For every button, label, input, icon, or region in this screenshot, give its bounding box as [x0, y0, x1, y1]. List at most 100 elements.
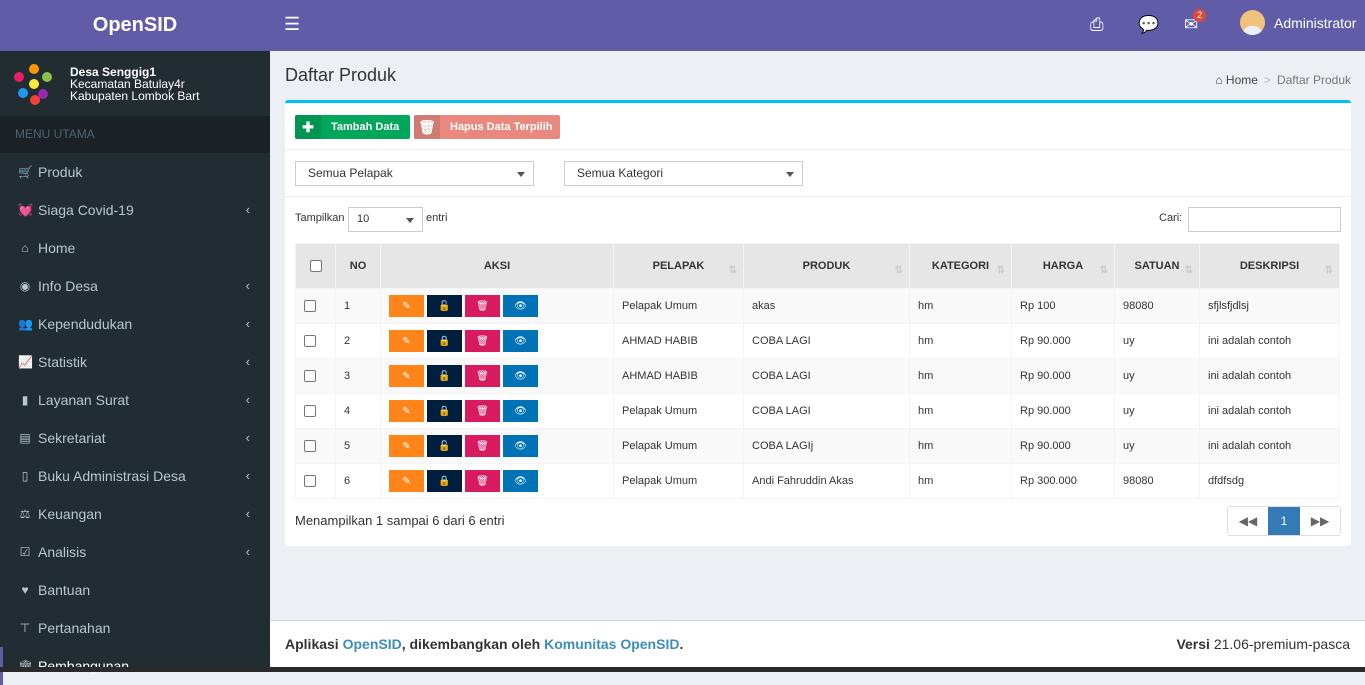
- row-deskripsi: dfdfsdg: [1199, 463, 1340, 499]
- add-data-button[interactable]: ✚ Tambah Data: [295, 115, 410, 139]
- desa-kabupaten: Kabupaten Lombok Bart: [70, 88, 200, 103]
- trash-icon[interactable]: 🗑: [465, 470, 500, 492]
- row-checkbox[interactable]: [304, 405, 316, 418]
- table-row: 4 ✎ 🔒 🗑 👁 Pelapak Umum COBA LAGI hm Rp 90.000 uy i…: [295, 393, 1340, 429]
- sidebar-item-info-desa[interactable]: ◉ Info Desa ‹: [0, 267, 270, 305]
- sidebar-item-statistik[interactable]: 📈 Statistik ‹: [0, 343, 270, 381]
- header-deskripsi[interactable]: DESKRIPSI ⇅: [1199, 243, 1340, 289]
- menu-toggle-icon[interactable]: ☰: [284, 14, 301, 34]
- sidebar-item-buku-administrasi-desa[interactable]: ▯ Buku Administrasi Desa ‹: [0, 457, 270, 495]
- sidebar-item-kependudukan[interactable]: 👥 Kependudukan ‹: [0, 305, 270, 343]
- prev-page-icon[interactable]: ◀◀: [1238, 514, 1258, 528]
- lock-icon[interactable]: 🔒: [427, 470, 462, 492]
- eye-icon[interactable]: 👁: [503, 400, 538, 422]
- unlock-icon[interactable]: 🔓: [427, 295, 462, 317]
- entries-label: entri: [426, 212, 448, 224]
- comments-icon[interactable]: 💬: [1138, 15, 1160, 34]
- eye-icon[interactable]: 👁: [503, 470, 538, 492]
- sidebar-item-bantuan[interactable]: ♥ Bantuan: [0, 571, 270, 609]
- header-aksi: AKSI: [380, 243, 614, 289]
- chevron-down-icon: [406, 218, 414, 223]
- eye-icon[interactable]: 👁: [503, 435, 538, 457]
- bottom-scrollbar[interactable]: [0, 667, 1365, 672]
- trash-icon[interactable]: 🗑: [465, 435, 500, 457]
- sidebar-item-home[interactable]: ⌂ Home: [0, 229, 270, 267]
- table-row: 5 ✎ 🔓 🗑 👁 Pelapak Umum COBA LAGIj hm Rp 90.000 uy…: [295, 428, 1340, 464]
- header-harga[interactable]: HARGA ⇅: [1011, 243, 1115, 289]
- sidebar-item-label: Kependudukan: [38, 316, 133, 332]
- trash-icon[interactable]: 🗑: [465, 330, 500, 352]
- edit-icon[interactable]: ✎: [389, 400, 424, 422]
- row-checkbox[interactable]: [304, 475, 316, 488]
- edit-icon[interactable]: ✎: [389, 365, 424, 387]
- chevron-left-icon: ‹: [245, 468, 250, 483]
- header-no[interactable]: NO: [335, 243, 381, 289]
- trash-icon[interactable]: 🗑: [465, 400, 500, 422]
- header-kategori[interactable]: KATEGORI ⇅: [909, 243, 1012, 289]
- footer-suffix: .: [679, 636, 684, 652]
- row-checkbox-cell: [295, 288, 336, 324]
- edit-icon[interactable]: ✎: [389, 470, 424, 492]
- sidebar-item-analisis[interactable]: ☑ Analisis ‹: [0, 533, 270, 571]
- table-info: Menampilkan 1 sampai 6 dari 6 entri: [295, 513, 505, 528]
- sidebar-item-label: Layanan Surat: [38, 392, 130, 408]
- pelapak-select[interactable]: Semua Pelapak: [295, 161, 534, 186]
- header-satuan[interactable]: SATUAN ⇅: [1114, 243, 1200, 289]
- cart-icon: 🛒: [18, 165, 33, 179]
- next-page-icon[interactable]: ▶▶: [1310, 514, 1330, 528]
- header-harga-label: HARGA: [1042, 260, 1084, 272]
- sidebar-item-keuangan[interactable]: ⚖ Keuangan ‹: [0, 495, 270, 533]
- unlock-icon[interactable]: 🔓: [427, 435, 462, 457]
- row-deskripsi: sfjlsfjdlsj: [1199, 288, 1340, 324]
- row-pelapak: Pelapak Umum: [613, 288, 744, 324]
- eye-icon[interactable]: 👁: [503, 330, 538, 352]
- row-checkbox[interactable]: [304, 440, 316, 453]
- kategori-select[interactable]: Semua Kategori: [564, 161, 803, 186]
- eye-icon[interactable]: 👁: [503, 365, 538, 387]
- sidebar-item-layanan-surat[interactable]: ▮ Layanan Surat ‹: [0, 381, 270, 419]
- header-pelapak[interactable]: PELAPAK ⇅: [613, 243, 744, 289]
- sidebar-item-produk[interactable]: 🛒 Produk: [0, 153, 270, 191]
- eye-icon[interactable]: 👁: [503, 295, 538, 317]
- sidebar-item-pertanahan[interactable]: ⊤ Pertanahan: [0, 609, 270, 647]
- length-value: 10: [357, 213, 370, 225]
- select-all-checkbox[interactable]: [309, 260, 322, 273]
- sidebar-item-label: Buku Administrasi Desa: [38, 468, 186, 484]
- row-actions: ✎ 🔒 🗑 👁: [380, 393, 614, 429]
- opensid-link[interactable]: OpenSID: [342, 636, 402, 652]
- row-satuan: uy: [1114, 393, 1200, 429]
- row-checkbox-cell: [295, 323, 336, 359]
- lock-icon[interactable]: 🔒: [427, 400, 462, 422]
- row-satuan: uy: [1114, 428, 1200, 464]
- user-menu[interactable]: Administrator: [1240, 10, 1356, 35]
- edit-icon[interactable]: ✎: [389, 330, 424, 352]
- row-checkbox[interactable]: [304, 335, 316, 348]
- length-select[interactable]: 10: [348, 207, 423, 232]
- sidebar-item-siaga-covid-19[interactable]: 💓 Siaga Covid-19 ‹: [0, 191, 270, 229]
- header-produk[interactable]: PRODUK ⇅: [743, 243, 910, 289]
- community-link[interactable]: Komunitas OpenSID: [544, 636, 680, 652]
- unlock-icon[interactable]: 🔓: [427, 365, 462, 387]
- row-actions: ✎ 🔒 🗑 👁: [380, 463, 614, 499]
- delete-selected-button[interactable]: 🗑 Hapus Data Terpilih: [414, 115, 560, 139]
- printer-icon[interactable]: ⎙: [1090, 15, 1104, 34]
- sidebar-item-label: Produk: [38, 164, 83, 180]
- row-checkbox[interactable]: [304, 370, 316, 383]
- breadcrumb-home[interactable]: Home: [1225, 73, 1258, 87]
- page-current[interactable]: 1: [1268, 507, 1300, 535]
- sidebar-item-sekretariat[interactable]: ▤ Sekretariat ‹: [0, 419, 270, 457]
- edit-icon[interactable]: ✎: [389, 435, 424, 457]
- edit-icon[interactable]: ✎: [389, 295, 424, 317]
- mail-icon[interactable]: ✉ 2: [1184, 9, 1207, 35]
- trash-icon[interactable]: 🗑: [465, 295, 500, 317]
- row-checkbox[interactable]: [304, 300, 316, 313]
- search-input[interactable]: [1188, 207, 1341, 232]
- lock-icon[interactable]: 🔒: [427, 330, 462, 352]
- trash-icon[interactable]: 🗑: [465, 365, 500, 387]
- app-logo[interactable]: OpenSID: [0, 0, 270, 51]
- sort-icon: ⇅: [728, 265, 737, 276]
- product-table: NO AKSI PELAPAK ⇅ PRODUK ⇅ KATEGORI ⇅ HARGA…: [295, 243, 1340, 499]
- sidebar-item-pembangunan[interactable]: 🏛 Pembangunan: [0, 647, 270, 685]
- users-icon: 👥: [18, 317, 33, 331]
- page-title: Daftar Produk: [285, 65, 397, 85]
